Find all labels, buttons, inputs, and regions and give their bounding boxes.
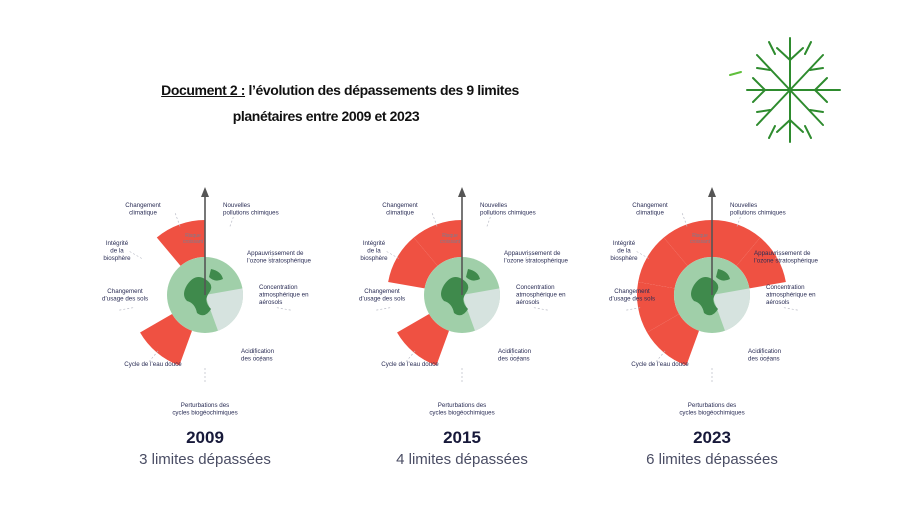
subtitle-2015: 4 limites dépassées (396, 451, 528, 468)
label-ozone: Appauvrissement de l’ozone stratosphériqu… (247, 250, 312, 265)
year-2023: 2023 (693, 428, 731, 447)
subtitle-2023: 6 limites dépassées (646, 451, 778, 468)
label-oceans: Acidification des océans (241, 348, 275, 363)
exceeded-land-wedge (638, 237, 688, 289)
sector-spoke (174, 211, 181, 227)
label-climate: Changement climatique (632, 202, 668, 217)
label-oceans: Acidification des océans (748, 348, 782, 363)
label-land: Changement d’usage des sols (359, 288, 405, 303)
sector-spoke (404, 350, 416, 364)
sector-spoke (525, 250, 540, 259)
sector-spoke (654, 350, 666, 364)
label-aerosols: Concentration atmosphérique en aérosols (259, 284, 309, 306)
tree-logo-icon (729, 37, 841, 143)
unquantified-zone (205, 288, 243, 331)
exceeded-climate-wedge (712, 220, 761, 266)
sector-spoke (431, 211, 438, 227)
sector-spoke (384, 250, 399, 259)
sector-spoke (374, 307, 391, 311)
label-oceans: Acidification des océans (498, 348, 532, 363)
sector-spoke (117, 307, 134, 311)
risk-arrow-icon (708, 187, 716, 197)
label-water: Cycle de l’eau douce (124, 361, 182, 368)
globe-icon (184, 269, 223, 316)
label-ozone: Appauvrissement de l’ozone stratosphériqu… (504, 250, 569, 265)
sector-spoke (634, 250, 649, 259)
document-label: Document 2 : (161, 82, 246, 98)
sector-spoke (486, 211, 493, 227)
exceeded-biogeo-wedge (397, 314, 450, 366)
unquantified-zone (712, 288, 750, 331)
sector-spoke (624, 307, 641, 311)
label-biogeo: Perturbations des cycles biogéochimiques (429, 402, 494, 417)
document-title-text: l’évolution des dépassements des 9 limit… (245, 82, 520, 98)
year-2009: 2009 (186, 428, 224, 447)
exceeded-biogeo-wedge (647, 314, 700, 366)
label-land: Changement d’usage des sols (102, 288, 148, 303)
label-aerosols: Concentration atmosphérique en aérosols (766, 284, 816, 306)
boundary-diagram-2015: Changement climatique Nouvelles pollutions … (359, 180, 569, 417)
label-risk: Risque croissant (690, 233, 711, 245)
label-climate: Changement climatique (125, 202, 161, 217)
exceeded-novel-wedge (736, 237, 786, 289)
sector-spoke (533, 307, 550, 311)
exceeded-water-wedge (637, 281, 680, 333)
sector-spoke (251, 350, 263, 364)
sector-spoke (268, 250, 283, 259)
label-biogeo: Perturbations des cycles biogéochimiques (172, 402, 237, 417)
sector-spoke (147, 350, 159, 364)
label-risk: Risque croissant (183, 233, 204, 245)
label-climate: Changement climatique (382, 202, 418, 217)
sector-spoke (681, 211, 688, 227)
document-title-line2: planétaires entre 2009 et 2023 (232, 108, 420, 124)
exceeded-biosphere-wedge (156, 220, 205, 266)
unquantified-zone (462, 288, 500, 331)
sector-spoke (229, 211, 236, 227)
label-biogeo: Perturbations des cycles biogéochimiques (679, 402, 744, 417)
year-2015: 2015 (443, 428, 481, 447)
label-risk: Risque croissant (440, 233, 461, 245)
sector-spoke (775, 250, 790, 259)
globe-icon (691, 269, 730, 316)
boundary-diagram-2009: Changement climatique Nouvelles pollutions … (102, 180, 312, 417)
label-biosphere: Intégrité de la biosphère (360, 240, 388, 262)
document-title-line1: Document 2 : l’évolution des dépassement… (0, 82, 690, 98)
sector-spoke (758, 350, 770, 364)
label-water: Cycle de l’eau douce (381, 361, 439, 368)
boundary-diagram-2023: Changement climatique Nouvelles pollutions … (609, 180, 819, 417)
sector-spoke (783, 307, 800, 311)
label-novel: Nouvelles pollutions chimiques (223, 202, 279, 217)
sector-spoke (276, 307, 293, 311)
risk-arrow-icon (201, 187, 209, 197)
label-ozone: Appauvrissement de l’ozone stratosphériqu… (754, 250, 819, 265)
label-biosphere: Intégrité de la biosphère (103, 240, 131, 262)
label-biosphere: Intégrité de la biosphère (610, 240, 638, 262)
label-novel: Nouvelles pollutions chimiques (730, 202, 786, 217)
label-aerosols: Concentration atmosphérique en aérosols (516, 284, 566, 306)
label-water: Cycle de l’eau douce (631, 361, 689, 368)
exceeded-biosphere-wedge (663, 220, 712, 266)
exceeded-biogeo-wedge (140, 314, 193, 366)
sector-spoke (508, 350, 520, 364)
label-novel: Nouvelles pollutions chimiques (480, 202, 536, 217)
risk-arrow-icon (458, 187, 466, 197)
sector-spoke (736, 211, 743, 227)
subtitle-2009: 3 limites dépassées (139, 451, 271, 468)
exceeded-land-wedge (388, 237, 438, 289)
globe-icon (441, 269, 480, 316)
exceeded-biosphere-wedge (413, 220, 462, 266)
label-land: Changement d’usage des sols (609, 288, 655, 303)
